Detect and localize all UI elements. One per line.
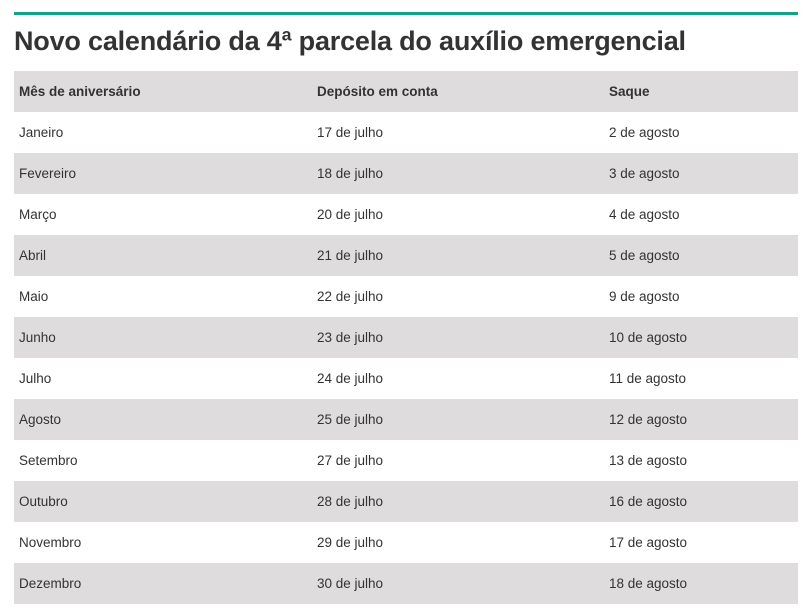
table-header-row: Mês de aniversário Depósito em conta Saq… [14, 71, 798, 112]
table-row: Janeiro 17 de julho 2 de agosto [14, 112, 798, 153]
cell-birth-month: Janeiro [19, 125, 64, 140]
table-row: Dezembro 30 de julho 18 de agosto [14, 563, 798, 604]
cell-deposit-date: 22 de julho [317, 289, 384, 304]
table-row: Novembro 29 de julho 17 de agosto [14, 522, 798, 563]
cell-deposit-date: 29 de julho [317, 535, 384, 550]
cell-withdrawal-date: 4 de agosto [609, 207, 680, 222]
cell-withdrawal-date: 2 de agosto [609, 125, 680, 140]
cell-withdrawal-date: 11 de agosto [609, 371, 687, 386]
cell-deposit-date: 25 de julho [317, 412, 384, 427]
table-row: Julho 24 de julho 11 de agosto [14, 358, 798, 399]
cell-withdrawal-date: 16 de agosto [609, 494, 688, 509]
header-account-deposit: Depósito em conta [317, 84, 438, 99]
table-row: Setembro 27 de julho 13 de agosto [14, 440, 798, 481]
page-title: Novo calendário da 4ª parcela do auxílio… [14, 26, 686, 56]
cell-deposit-date: 20 de julho [317, 207, 384, 222]
table-row: Abril 21 de julho 5 de agosto [14, 235, 798, 276]
cell-withdrawal-date: 10 de agosto [609, 330, 688, 345]
cell-deposit-date: 24 de julho [317, 371, 384, 386]
cell-deposit-date: 21 de julho [317, 248, 384, 263]
cell-withdrawal-date: 12 de agosto [609, 412, 688, 427]
cell-withdrawal-date: 5 de agosto [609, 248, 680, 263]
cell-birth-month: Dezembro [19, 576, 82, 591]
table-row: Junho 23 de julho 10 de agosto [14, 317, 798, 358]
cell-withdrawal-date: 17 de agosto [609, 535, 688, 550]
cell-birth-month: Agosto [19, 412, 62, 427]
cell-deposit-date: 23 de julho [317, 330, 384, 345]
cell-deposit-date: 28 de julho [317, 494, 384, 509]
cell-birth-month: Setembro [19, 453, 78, 468]
cell-birth-month: Outubro [19, 494, 68, 509]
table-row: Outubro 28 de julho 16 de agosto [14, 481, 798, 522]
table-row: Fevereiro 18 de julho 3 de agosto [14, 153, 798, 194]
table-row: Março 20 de julho 4 de agosto [14, 194, 798, 235]
cell-withdrawal-date: 18 de agosto [609, 576, 688, 591]
header-withdrawal: Saque [609, 84, 650, 99]
cell-birth-month: Junho [19, 330, 56, 345]
table-row: Maio 22 de julho 9 de agosto [14, 276, 798, 317]
cell-birth-month: Novembro [19, 535, 82, 550]
cell-birth-month: Fevereiro [19, 166, 77, 181]
cell-deposit-date: 18 de julho [317, 166, 384, 181]
cell-deposit-date: 27 de julho [317, 453, 384, 468]
cell-birth-month: Abril [19, 248, 47, 263]
article-container: Novo calendário da 4ª parcela do auxílio… [14, 12, 798, 604]
table-row: Agosto 25 de julho 12 de agosto [14, 399, 798, 440]
cell-birth-month: Maio [19, 289, 49, 304]
cell-deposit-date: 30 de julho [317, 576, 384, 591]
cell-birth-month: Julho [19, 371, 52, 386]
cell-withdrawal-date: 3 de agosto [609, 166, 680, 181]
header-birth-month: Mês de aniversário [19, 84, 141, 99]
cell-withdrawal-date: 13 de agosto [609, 453, 688, 468]
cell-deposit-date: 17 de julho [317, 125, 384, 140]
cell-birth-month: Março [19, 207, 57, 222]
accent-rule [14, 12, 798, 15]
calendar-table: Mês de aniversário Depósito em conta Saq… [14, 71, 798, 604]
cell-withdrawal-date: 9 de agosto [609, 289, 680, 304]
